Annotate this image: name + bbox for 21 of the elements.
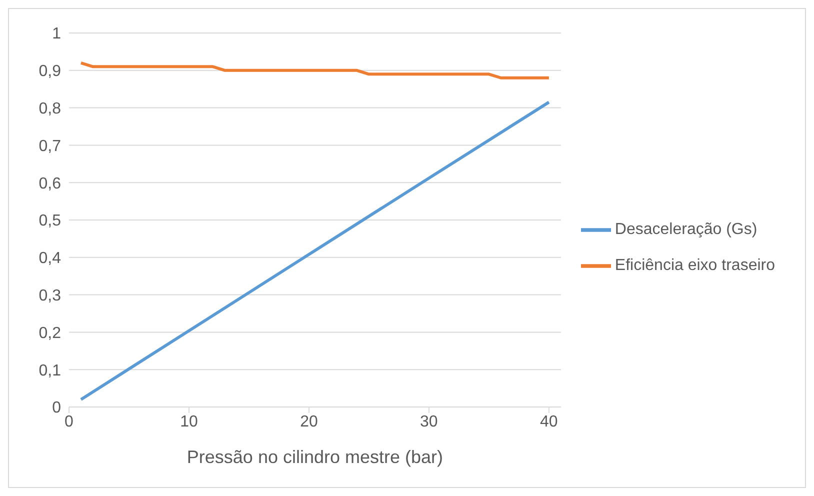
line-series xyxy=(80,100,550,402)
y-tick-label: 0,9 xyxy=(38,63,62,80)
y-tick-label: 0,3 xyxy=(38,287,62,304)
y-tick-label: 0,7 xyxy=(38,138,62,155)
line-series xyxy=(80,61,550,80)
y-tick-label: 0,4 xyxy=(38,250,62,268)
y-tick-label: 0,5 xyxy=(38,212,62,230)
x-tick-label: 0 xyxy=(64,413,74,430)
y-tick-label: 0,2 xyxy=(38,324,62,342)
legend-label: Desaceleração (Gs) xyxy=(614,221,758,238)
y-tick-label: 0,6 xyxy=(38,175,62,192)
y-tick-label: 0,8 xyxy=(38,100,62,118)
y-tick-label: 1 xyxy=(52,26,62,43)
y-tick-label: 0,1 xyxy=(38,362,62,380)
x-tick-label: 30 xyxy=(420,413,438,430)
legend-label: Eficiência eixo traseiro xyxy=(614,257,775,274)
y-tick-label: 0 xyxy=(52,400,62,417)
x-tick-label: 40 xyxy=(540,413,558,430)
x-tick-label: 20 xyxy=(300,413,318,430)
x-tick-label: 10 xyxy=(180,413,198,430)
x-axis-title: Pressão no cilindro mestre (bar) xyxy=(186,447,444,467)
